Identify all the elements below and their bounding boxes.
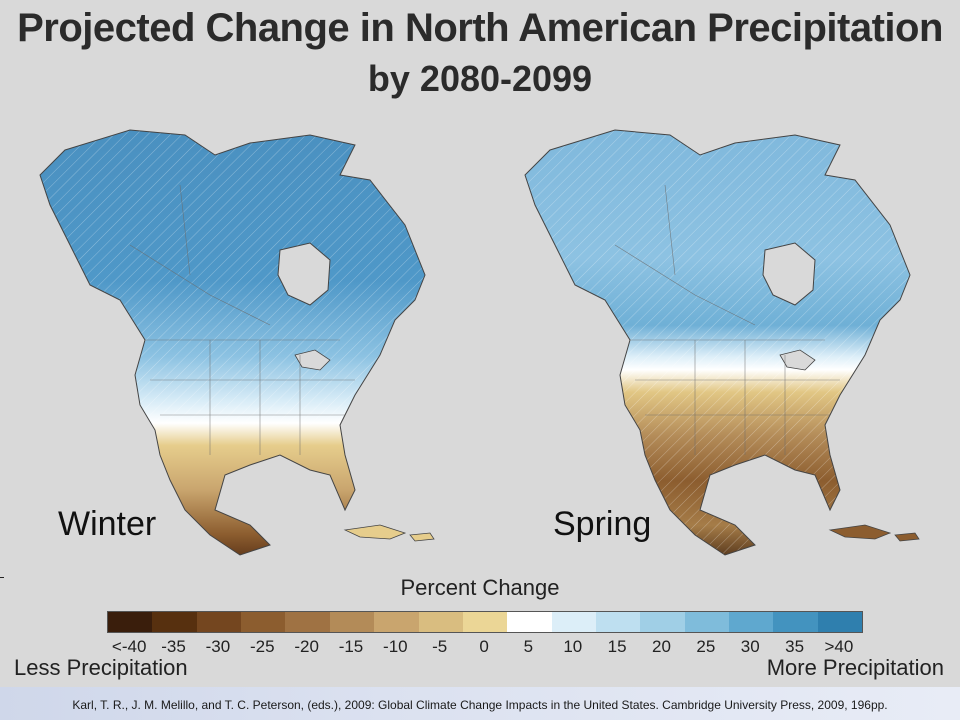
legend-tick-label: -25 (249, 637, 275, 656)
less-precipitation-label: Less Precipitation (14, 655, 188, 680)
legend-tick-label: -10 (383, 637, 408, 656)
legend-color-bar (107, 611, 863, 633)
spring-map-graphic (524, 129, 920, 556)
legend-tick-label: >40 (824, 637, 854, 656)
legend-tick-label: -35 (161, 637, 186, 656)
footer-band (0, 687, 960, 720)
legend-swatch (374, 612, 419, 632)
legend-tick-label: 35 (785, 637, 805, 656)
spring-label: Spring (553, 505, 652, 543)
legend-swatch (108, 612, 153, 632)
winter-map: Winter (10, 125, 465, 570)
legend-tick-label: 30 (740, 637, 760, 656)
legend-tick-label: 5 (523, 637, 534, 656)
legend-swatch (285, 612, 330, 632)
legend-swatch (773, 612, 818, 632)
legend-tick-label: -15 (338, 637, 364, 656)
legend-swatch (684, 612, 730, 632)
legend-tick-label: -5 (432, 637, 448, 656)
legend-swatch (551, 612, 596, 632)
legend-swatch (196, 612, 242, 632)
legend-tick-label: 20 (652, 637, 671, 656)
legend-swatch (507, 612, 552, 632)
legend-tick-label: 0 (479, 637, 489, 656)
legend-swatch (462, 612, 508, 632)
legend-title: Percent Change (400, 575, 560, 600)
legend-swatch (729, 612, 774, 632)
legend-swatch (817, 612, 863, 632)
winter-label: Winter (58, 505, 157, 543)
legend-tick-label: 10 (563, 637, 583, 656)
legend-swatch (595, 612, 641, 632)
legend-tick-label: 15 (607, 637, 627, 656)
legend-tick-label: <-40 (111, 637, 147, 656)
legend-swatch (329, 612, 375, 632)
legend-tick-labels: <-40 -35 -30 -25 -20 -15 -10 -5 0 5 10 15 20 25 30 35 >4… (107, 637, 861, 659)
legend-swatch (640, 612, 685, 632)
legend-tick-label: -30 (205, 637, 231, 656)
slide-title: Projected Change in North American Preci… (17, 6, 943, 50)
legend-swatch (418, 612, 463, 632)
citation-text: Karl, T. R., J. M. Melillo, and T. C. Pe… (72, 698, 888, 712)
spring-map: Spring (495, 125, 950, 570)
legend-tick-label: -20 (294, 637, 319, 656)
edge-tick-mark (0, 577, 4, 578)
legend-tick-label: 25 (696, 637, 716, 656)
legend-swatch (152, 612, 197, 632)
winter-map-graphic (39, 129, 435, 556)
slide-subtitle: by 2080-2099 (367, 58, 593, 99)
legend-swatch (241, 612, 286, 632)
more-precipitation-label: More Precipitation (766, 655, 944, 680)
